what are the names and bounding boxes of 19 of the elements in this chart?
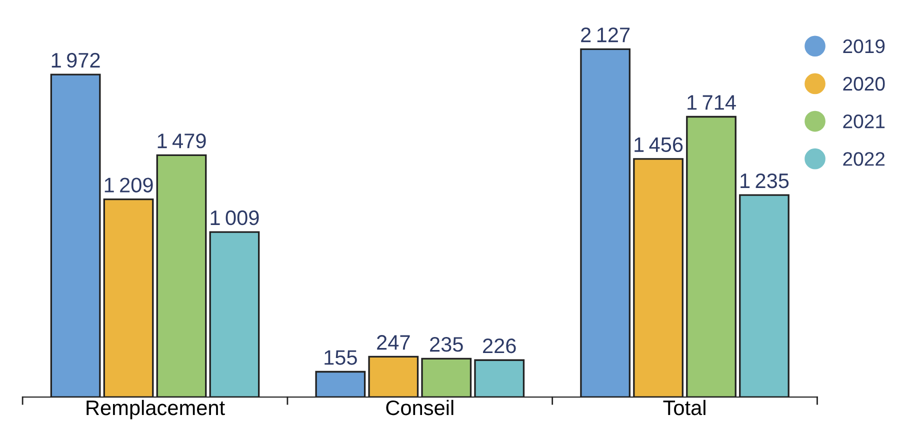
legend-label: 2022 xyxy=(843,152,885,166)
x-tick-label: Remplacement xyxy=(86,400,225,420)
legend-label: 2019 xyxy=(843,39,885,54)
data-label: 1 479 xyxy=(158,134,206,148)
legend-label: 2021 xyxy=(843,114,885,128)
legend-label: 2020 xyxy=(843,76,885,91)
x-tick-label: Total xyxy=(663,400,706,416)
data-label: 235 xyxy=(430,337,463,352)
data-label: 247 xyxy=(377,335,410,350)
data-label: 155 xyxy=(324,350,357,365)
data-label: 1 209 xyxy=(104,178,153,192)
data-label: 1 009 xyxy=(210,210,259,226)
data-label: 226 xyxy=(483,338,516,354)
x-tick-label: Conseil xyxy=(386,400,454,416)
data-label: 1 456 xyxy=(634,137,683,152)
data-label: 1 972 xyxy=(52,52,100,68)
data-label: 1 714 xyxy=(688,95,736,110)
data-label: 1 235 xyxy=(740,173,789,188)
data-label: 2 127 xyxy=(581,28,630,42)
